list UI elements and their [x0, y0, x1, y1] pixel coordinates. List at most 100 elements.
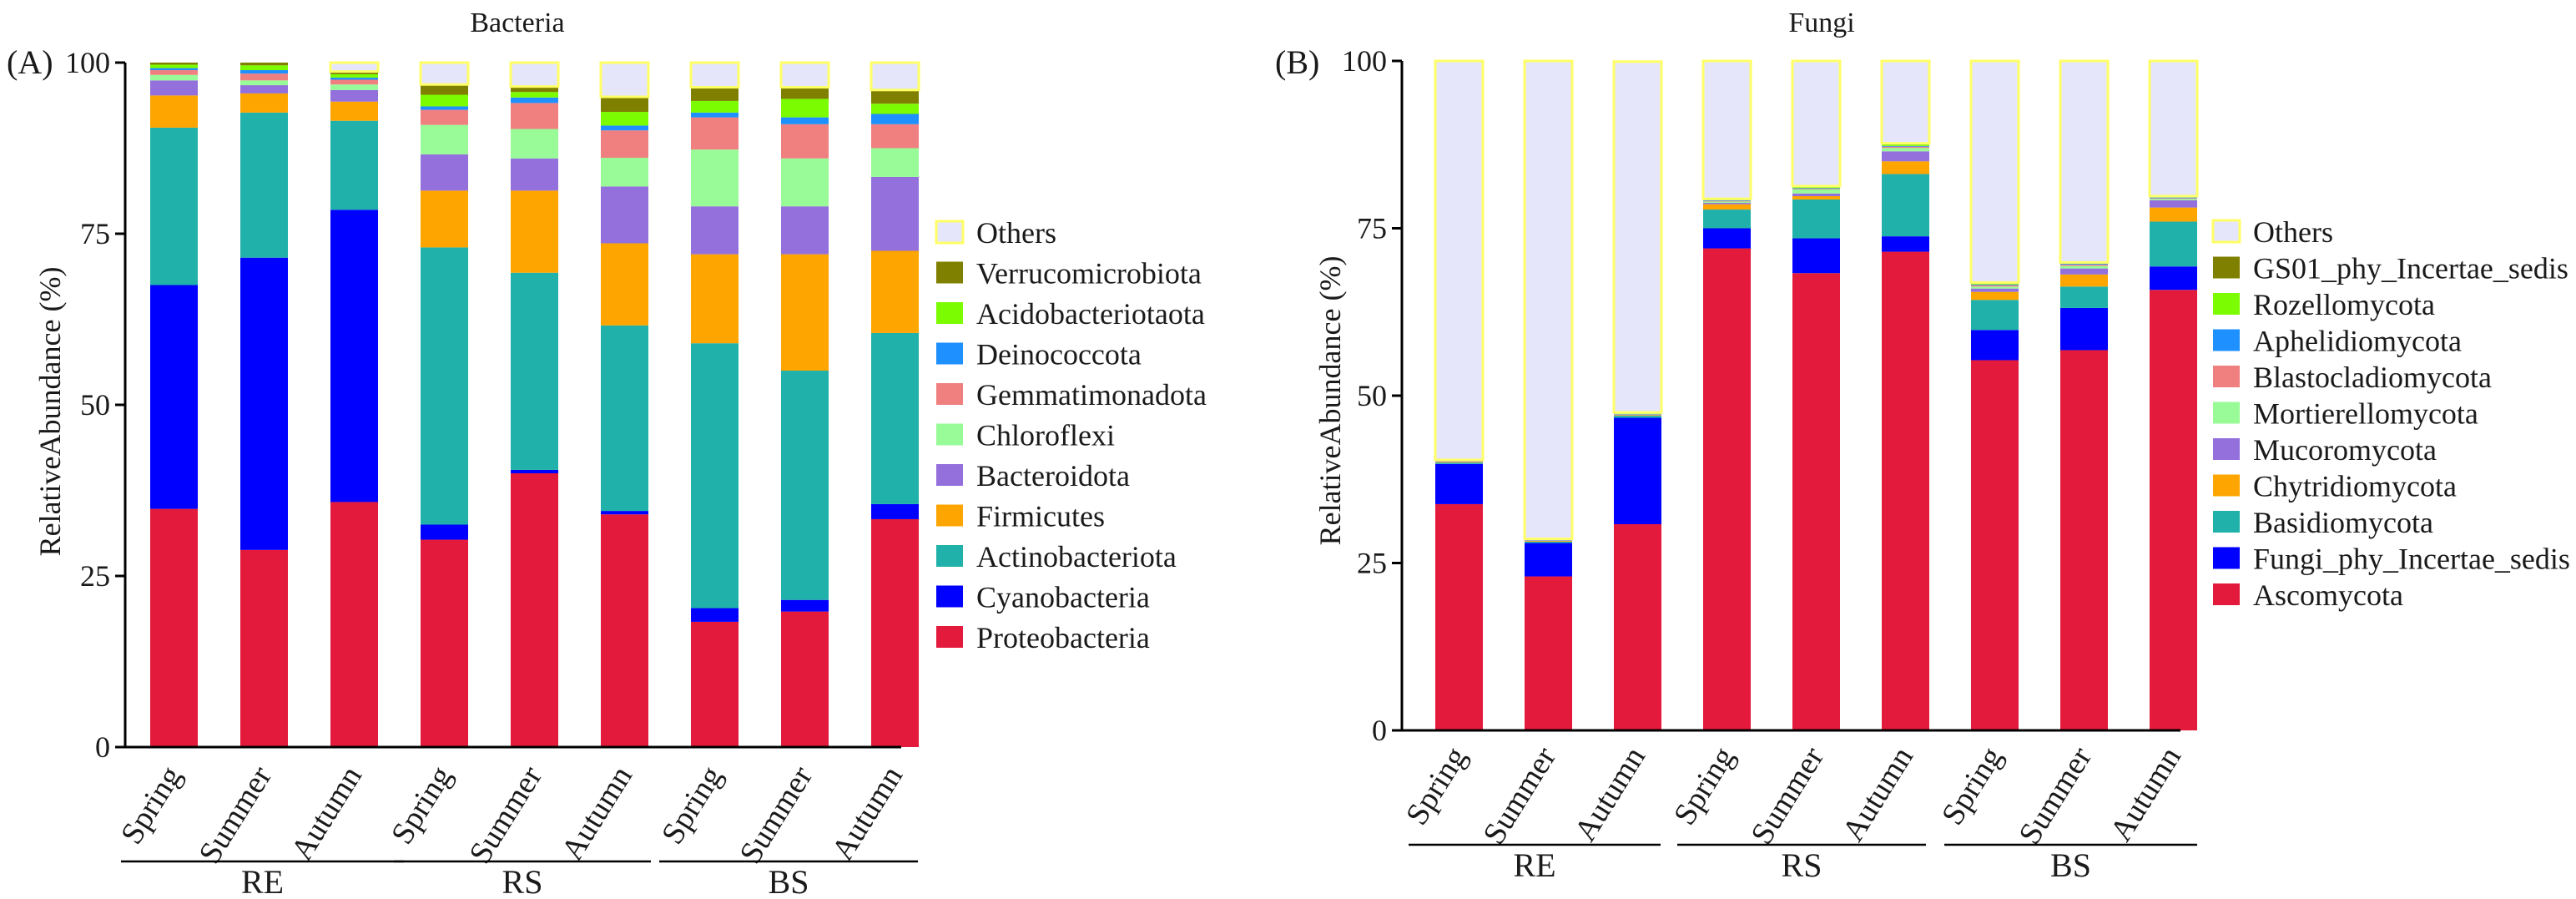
bacteria-bar-8-series-3: [871, 250, 919, 333]
bacteria-bar-8-series-8: [871, 104, 919, 114]
bacteria-bar-7-series-3: [781, 254, 829, 371]
fungi-group-label-0: RE: [1513, 846, 1555, 884]
bacteria-bar-7-series-4: [781, 206, 829, 255]
fungi-bar-6-series-3: [1971, 291, 2019, 301]
bacteria-legend-label-2: Acidobacteriotaota: [976, 297, 1205, 331]
fungi-legend-swatch-3: [2213, 329, 2240, 351]
fungi-legend-swatch-7: [2213, 474, 2240, 497]
fungi-bar-6-series-1: [1971, 330, 2019, 361]
bacteria-bar-4-series-9: [511, 86, 558, 93]
fungi-bar-0-series-10: [1434, 59, 1485, 462]
fungi-bar-2-series-2: [1614, 416, 1661, 418]
bacteria-bar-1-series-0: [240, 549, 288, 747]
fungi-bar-5-series-10: [1880, 59, 1931, 145]
fungi-bar-5-series-8: [1882, 144, 1929, 146]
bacteria-bar-0-series-0: [150, 508, 198, 747]
fungi-legend-swatch-5: [2213, 402, 2240, 424]
bacteria-bar-5-series-8: [601, 112, 648, 126]
fungi-bar-5-series-7: [1882, 145, 1929, 147]
bacteria-bar-6-series-9: [691, 87, 739, 101]
fungi-bar-1-series-4: [1525, 540, 1572, 542]
bacteria-bar-6-series-3: [691, 254, 739, 344]
fungi-y-tick-label-1: 25: [1357, 547, 1387, 580]
bacteria-legend-swatch-6: [936, 464, 963, 486]
bacteria-group-label-0: RE: [241, 863, 284, 899]
fungi-bar-1-series-10: [1523, 59, 1574, 541]
bacteria-bar-8-series-6: [871, 124, 919, 149]
bacteria-legend-swatch-0: [935, 220, 965, 245]
bacteria-bar-2-series-0: [330, 502, 378, 747]
bacteria-bar-2-series-4: [330, 89, 378, 102]
bacteria-bar-4-series-6: [511, 103, 558, 129]
bacteria-bar-4-series-5: [511, 129, 558, 159]
fungi-y-tick-label-4: 100: [1342, 44, 1387, 78]
fungi-legend-label-8: Basidiomycota: [2253, 506, 2433, 539]
bacteria-bar-1-series-2: [240, 112, 288, 258]
bacteria-bar-3-series-8: [421, 94, 468, 107]
fungi-legend-label-5: Mortierellomycota: [2253, 397, 2478, 431]
fungi-legend-swatch-9: [2213, 547, 2240, 569]
fungi-bar-4-series-4: [1792, 193, 1840, 197]
fungi-bar-3-series-2: [1703, 210, 1751, 229]
fungi-legend-swatch-6: [2213, 438, 2240, 460]
bacteria-bar-5-series-6: [601, 130, 648, 158]
fungi-bar-4-series-3: [1792, 196, 1840, 200]
bacteria-bar-0-series-1: [150, 285, 198, 509]
fungi-bar-0-series-1: [1435, 463, 1483, 504]
fungi-legend-swatch-10: [2213, 583, 2240, 605]
fungi-legend-label-10: Ascomycota: [2253, 578, 2403, 612]
fungi-bar-0-series-0: [1435, 503, 1483, 730]
bacteria-bar-2-series-9: [330, 71, 378, 74]
bacteria-bar-0-series-8: [150, 64, 198, 68]
fungi-bar-1-series-3: [1525, 541, 1572, 542]
bacteria-bar-2-series-10: [329, 61, 380, 73]
bacteria-bar-2-series-7: [330, 78, 378, 80]
fungi-legend-label-2: Rozellomycota: [2253, 288, 2435, 321]
bacteria-legend-label-0: Others: [976, 216, 1056, 250]
fungi-bar-4-series-5: [1792, 189, 1840, 194]
fungi-bar-5-series-0: [1882, 251, 1929, 730]
bacteria-legend-label-9: Cyanobacteria: [976, 581, 1150, 614]
fungi-bar-3-series-10: [1701, 59, 1752, 200]
fungi-bar-8-series-6: [2150, 198, 2197, 199]
bacteria-bar-1-series-7: [240, 70, 288, 74]
bacteria-bar-5-series-2: [601, 325, 648, 512]
bacteria-legend-label-10: Proteobacteria: [976, 621, 1150, 654]
bacteria-bar-6-series-7: [691, 112, 739, 118]
fungi-bar-7-series-2: [2060, 286, 2108, 308]
bacteria-bar-8-series-10: [870, 61, 920, 92]
fungi-bar-6-series-5: [1971, 286, 2019, 289]
fungi-title: Fungi: [1788, 8, 1854, 38]
bacteria-bar-3-series-10: [419, 61, 470, 86]
bacteria-bar-5-series-0: [601, 514, 648, 747]
bacteria-panel-label: (A): [7, 43, 53, 81]
fungi-y-tick-label-3: 75: [1357, 212, 1387, 245]
bacteria-bar-6-series-10: [689, 61, 740, 89]
fungi-legend-swatch-2: [2213, 293, 2240, 315]
bacteria-bar-7-series-0: [781, 611, 829, 747]
fungi-bar-7-series-7: [2060, 264, 2108, 265]
bacteria-bar-7-series-9: [781, 87, 829, 99]
bacteria-legend: Others Verrucomicrobiota Acidobacteriotaot…: [935, 216, 1207, 654]
fungi-panel-label: (B): [1275, 43, 1319, 81]
bacteria-legend-swatch-9: [936, 585, 963, 608]
fungi-legend-label-0: Others: [2253, 215, 2333, 249]
bacteria-group-label-2: BS: [769, 863, 809, 899]
bacteria-bar-4-series-8: [511, 92, 558, 98]
bacteria-bar-4-series-3: [511, 190, 558, 273]
bacteria-y-tick-label-1: 25: [80, 559, 110, 593]
bacteria-bar-1-series-9: [240, 63, 288, 66]
bacteria-bar-3-series-0: [421, 539, 468, 747]
bacteria-bar-7-series-7: [781, 117, 829, 124]
bacteria-group-label-1: RS: [502, 863, 543, 899]
fungi-bar-2-series-4: [1614, 414, 1661, 416]
fungi-bar-8-series-0: [2150, 290, 2197, 730]
fungi-bar-1-series-1: [1525, 543, 1572, 577]
bacteria-bar-8-series-0: [871, 518, 919, 747]
fungi-bar-7-series-3: [2060, 274, 2108, 287]
bacteria-bar-0-series-3: [150, 95, 198, 128]
bacteria-bar-3-series-1: [421, 524, 468, 540]
fungi-legend-swatch-8: [2213, 511, 2240, 533]
fungi-legend-label-3: Aphelidiomycota: [2253, 325, 2462, 358]
bacteria-bar-7-series-8: [781, 98, 829, 118]
